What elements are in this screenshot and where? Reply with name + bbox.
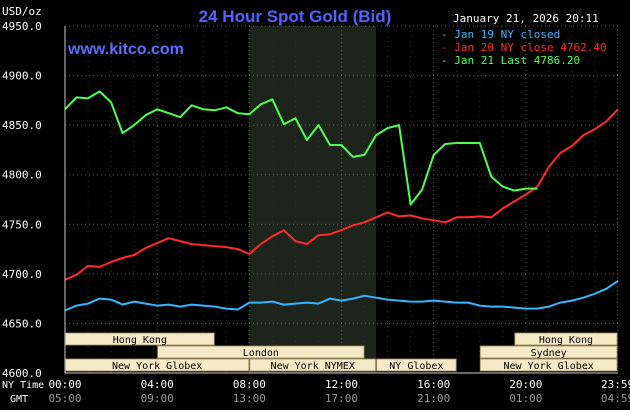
nymex-shade xyxy=(249,26,377,373)
y-tick-label: 4700.0 xyxy=(2,268,42,281)
x-tick-label: 16:00 xyxy=(417,378,450,391)
site-watermark: www.kitco.com xyxy=(67,41,184,58)
chart-title: 24 Hour Spot Gold (Bid) xyxy=(199,7,392,26)
session-bar: NY Globex xyxy=(376,358,457,372)
legend-entry-jan20: - Jan 20 NY close 4762.40 xyxy=(441,41,607,54)
legend-label-jan20: Jan 20 NY close 4762.40 xyxy=(454,41,606,54)
x-tick-label: 08:00 xyxy=(233,378,266,391)
x-tick-label-gmt: 21:00 xyxy=(417,392,450,405)
y-tick-label: 4650.0 xyxy=(2,317,42,330)
x-tick-label-gmt: 13:00 xyxy=(233,392,266,405)
session-bars: Hong Kong Hong Kong London Sydney New York G… xyxy=(65,332,618,372)
y-tick-label: 4900.0 xyxy=(2,70,42,83)
legend: - Jan 19 NY closed - Jan 20 NY close 476… xyxy=(441,28,607,67)
session-bar: New York Globex xyxy=(479,358,618,372)
x-tick-label: 00:00 xyxy=(48,378,81,391)
y-tick-label: 4850.0 xyxy=(2,119,42,132)
unit-label: USD/oz xyxy=(2,5,42,18)
x-tick-label: 20:00 xyxy=(509,378,542,391)
x-tick-label: 04:00 xyxy=(141,378,174,391)
x-tick-label-gmt: 09:00 xyxy=(141,392,174,405)
session-label: New York Globex xyxy=(112,361,202,372)
session-bar: New York Globex xyxy=(65,358,250,372)
session-bar-fill xyxy=(249,358,376,372)
session-label: NY Globex xyxy=(389,361,443,372)
session-label: New York Globex xyxy=(503,361,593,372)
series-line xyxy=(64,279,619,312)
x-tick-label-gmt: 17:00 xyxy=(325,392,358,405)
legend-entry-jan19: - Jan 19 NY closed xyxy=(441,28,560,41)
y-tick-label: 4600.0 xyxy=(2,367,42,380)
legend-entry-jan21: - Jan 21 Last 4786.20 xyxy=(441,54,580,67)
session-label: Hong Kong xyxy=(539,335,593,346)
y-tick-label: 4950.0 xyxy=(2,20,42,33)
session-label: Sydney xyxy=(531,348,567,359)
session-bar-fill xyxy=(479,358,618,372)
gmt-label: GMT xyxy=(10,394,28,405)
session-label: New York NYMEX xyxy=(271,361,355,372)
session-bar-fill xyxy=(514,332,618,346)
session-bar-fill xyxy=(157,345,365,359)
x-tick-label-gmt: 05:00 xyxy=(48,392,81,405)
axes: 4950.0 4900.0 4850.0 4800.0 4750.0 4700.0 4650… xyxy=(2,20,630,405)
session-label: Hong Kong xyxy=(113,335,167,346)
legend-label-jan19: Jan 19 NY closed xyxy=(454,28,560,41)
x-tick-label-gmt: 04:59 xyxy=(601,392,630,405)
session-bar-fill xyxy=(479,345,618,359)
x-tick-label: 12:00 xyxy=(325,378,358,391)
y-tick-label: 4800.0 xyxy=(2,169,42,182)
series-line xyxy=(64,90,538,206)
date-label: January 21, 2026 20:11 xyxy=(453,12,599,25)
nymex-hours-band xyxy=(249,26,377,373)
y-tick-label: 4750.0 xyxy=(2,218,42,231)
price-series xyxy=(64,90,619,312)
session-bar: Hong Kong xyxy=(65,332,215,346)
session-bar-fill xyxy=(376,358,457,372)
session-bar: New York NYMEX xyxy=(249,358,376,372)
x-tick-label: 23:59 xyxy=(601,378,630,391)
session-bar: London xyxy=(157,345,365,359)
session-bar: Hong Kong xyxy=(514,332,618,346)
x-tick-label-gmt: 01:00 xyxy=(509,392,542,405)
series-line xyxy=(64,108,619,281)
session-bar: Sydney xyxy=(479,345,618,359)
ny-time-label: NY Time xyxy=(2,380,44,391)
legend-label-jan21: Jan 21 Last 4786.20 xyxy=(454,54,580,67)
session-label: London xyxy=(243,348,279,359)
